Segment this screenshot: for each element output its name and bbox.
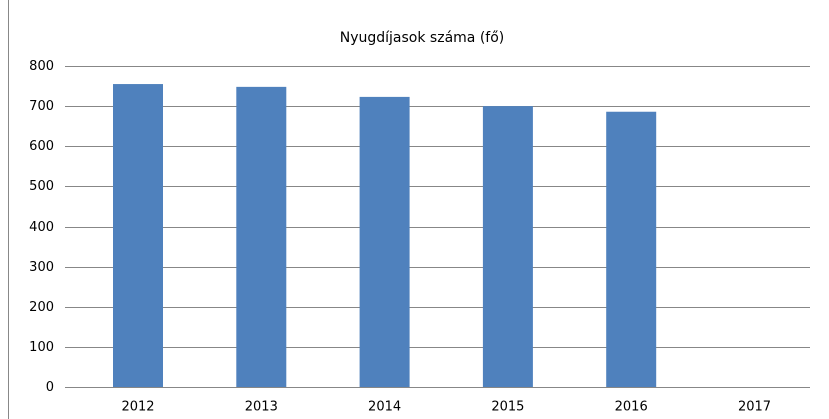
y-tick-label: 100 [29, 340, 54, 355]
x-tick-label: 2014 [368, 400, 401, 415]
y-tick-label: 300 [29, 260, 54, 275]
x-tick-label: 2013 [245, 400, 278, 415]
bar [236, 86, 287, 388]
y-tick-label: 200 [29, 300, 54, 315]
x-tick-label: 2012 [121, 400, 154, 415]
y-tick-label: 800 [29, 59, 54, 74]
bar [113, 84, 163, 388]
y-tick-label: 0 [46, 380, 54, 395]
chart-title: Nyugdíjasok száma (fő) [340, 30, 505, 46]
bar [482, 106, 533, 387]
bar [359, 96, 410, 388]
y-tick-label: 400 [29, 220, 54, 235]
y-tick-label: 500 [29, 179, 54, 194]
x-tick-label: 2015 [491, 400, 524, 415]
x-tick-label: 2017 [738, 400, 771, 415]
bar [606, 111, 657, 388]
y-tick-label: 600 [29, 139, 54, 154]
y-tick-label: 700 [29, 99, 54, 114]
x-tick-label: 2016 [615, 400, 648, 415]
